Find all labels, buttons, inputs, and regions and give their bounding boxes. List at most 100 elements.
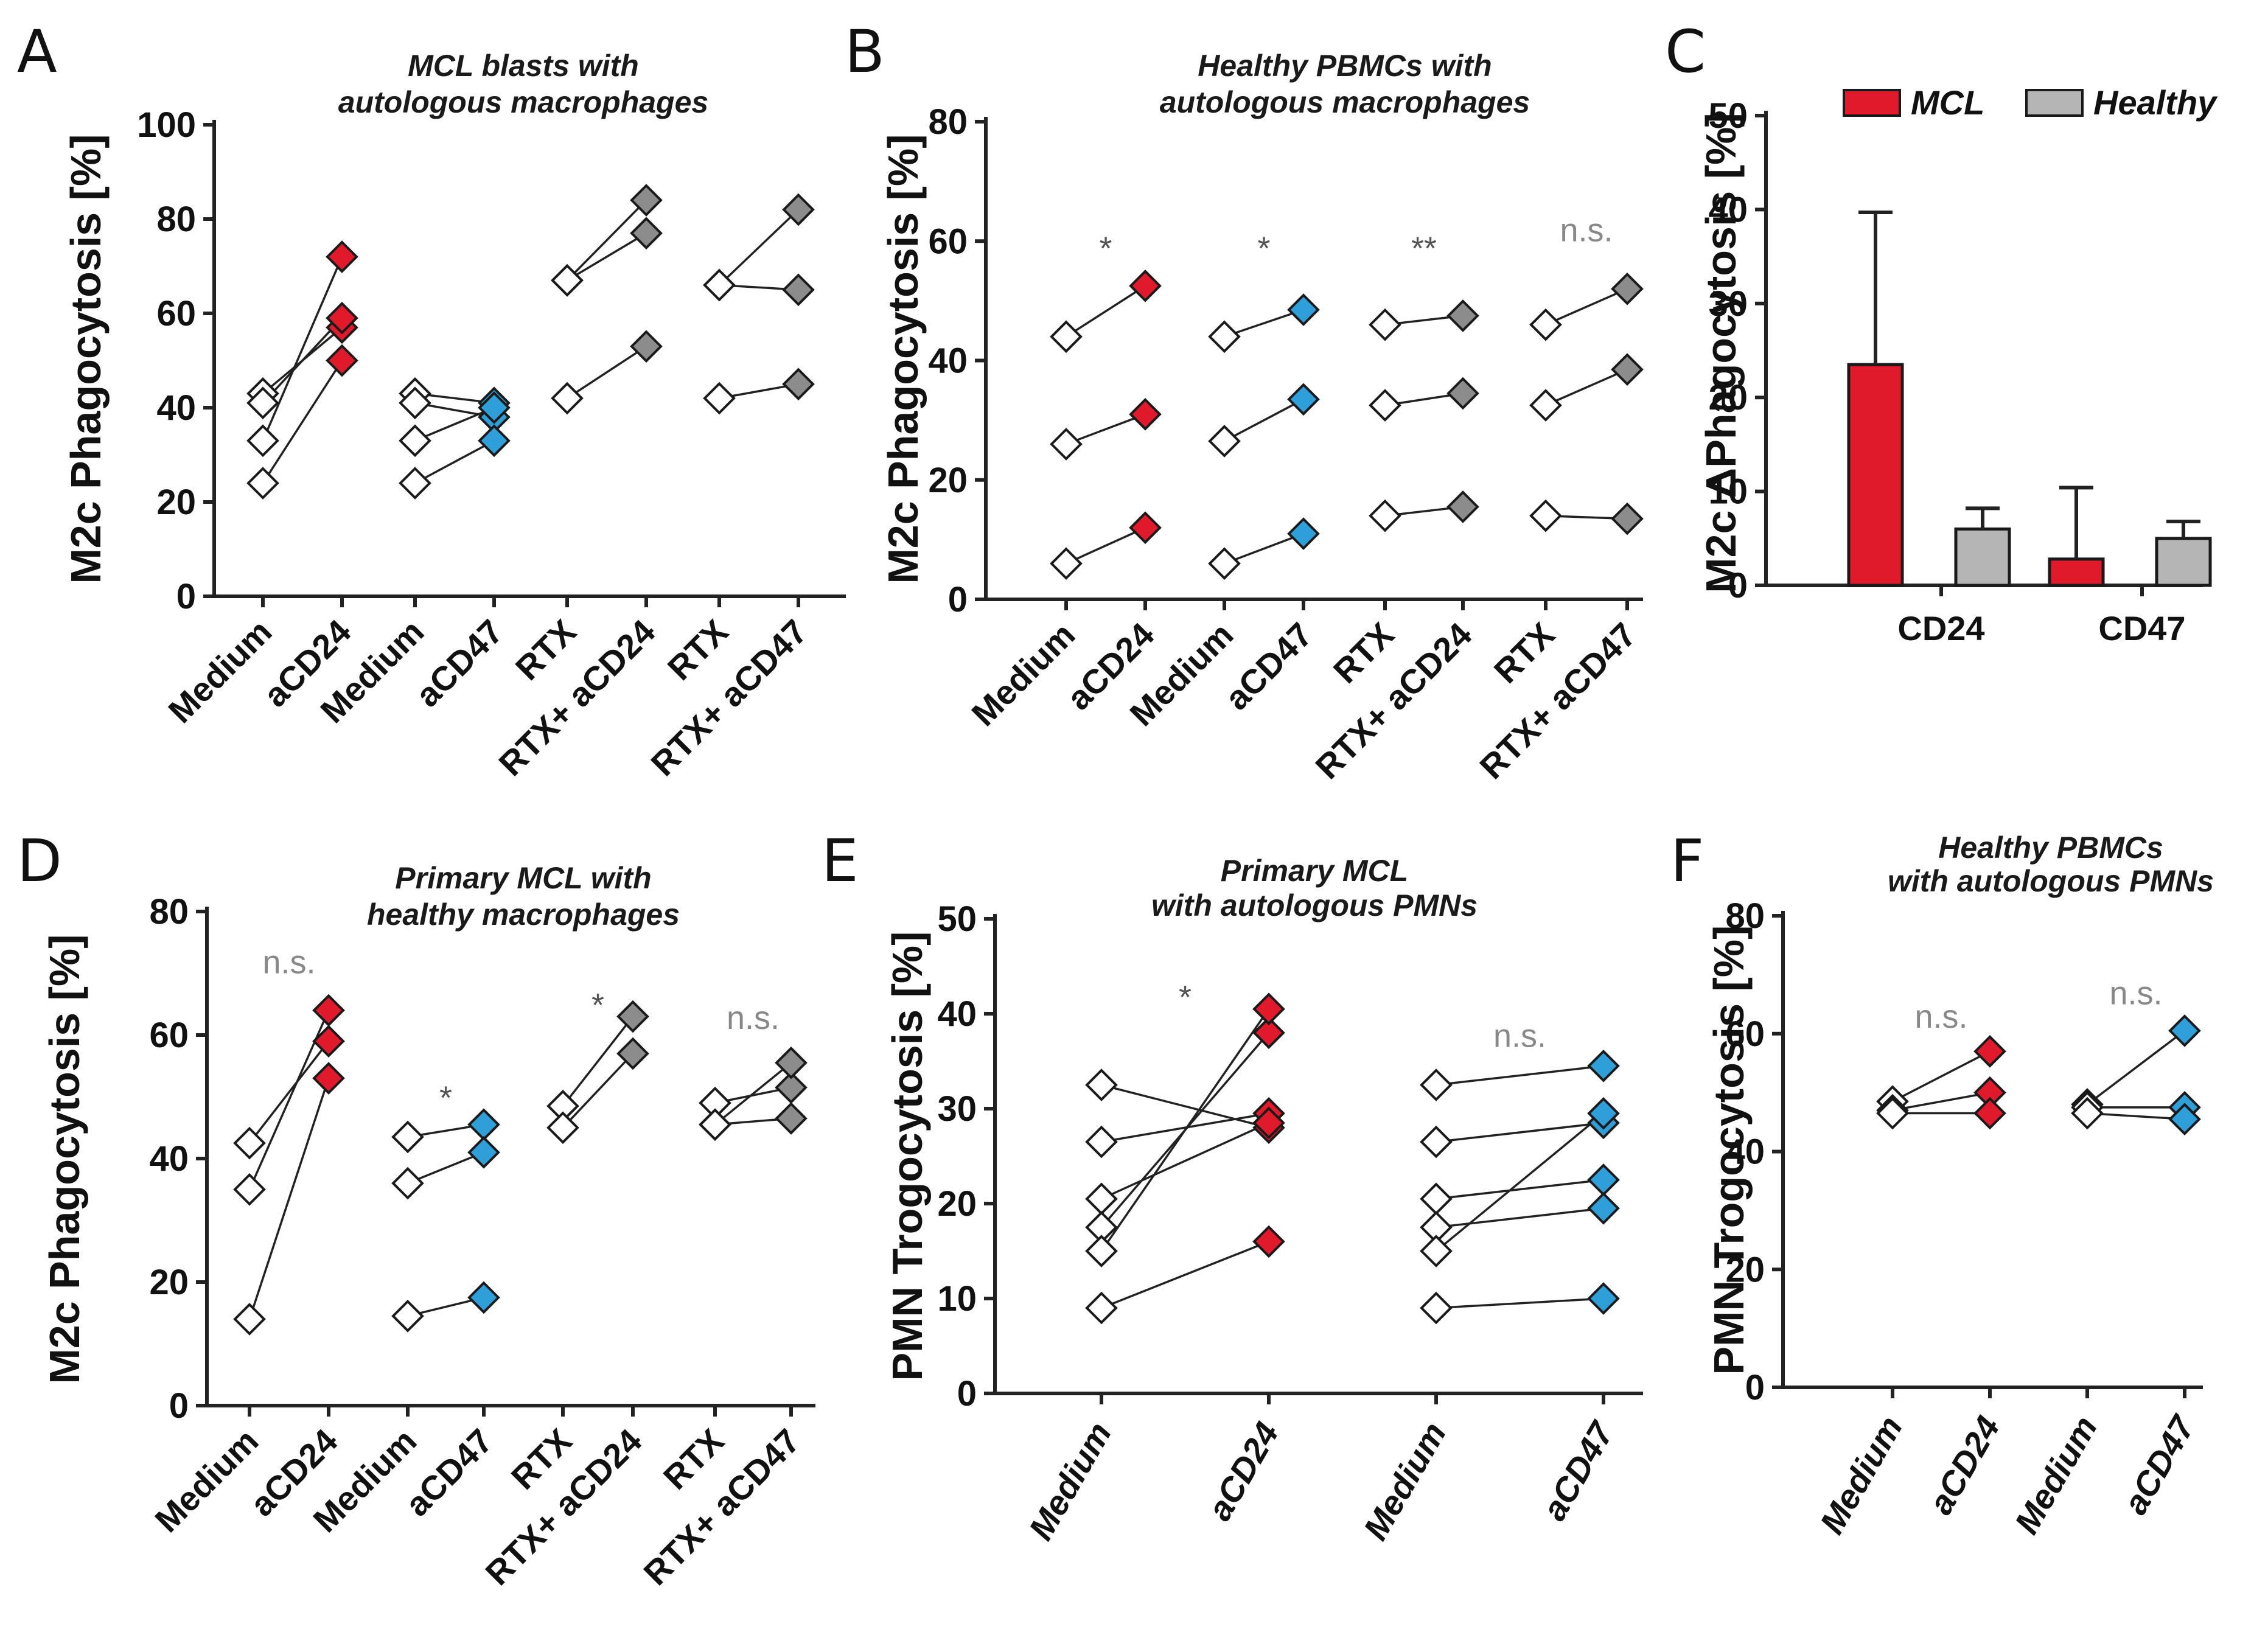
pair-connector [248,1078,330,1320]
baseline-point [1208,547,1241,580]
significance-label: n.s. [1914,999,1967,1035]
baseline-point [1369,499,1401,532]
treated-point [312,1062,345,1095]
panel-title-B: autologous macrophages [1160,85,1530,119]
y-axis-label-D: M2c Phagocytosis [%] [41,934,88,1384]
pair-connector [567,345,647,399]
bar-mcl-cd24 [1847,363,1904,587]
treated-point [1287,383,1320,416]
baseline-point [1085,1291,1118,1325]
treated-point [630,217,663,250]
y-tick-label-B: 0 [948,580,968,619]
treated-point [630,184,663,217]
pair-connector [1101,1240,1269,1309]
pair-connector [1435,1112,1605,1252]
treated-point [326,344,358,377]
treated-point [312,1025,345,1058]
significance-label: * [1179,979,1192,1016]
baseline-point [391,1299,424,1333]
pair-connector [1101,1084,1269,1129]
pair-connector [262,317,343,404]
pair-connector [407,1151,484,1185]
significance-label: n.s. [727,1000,780,1036]
significance-label: n.s. [1560,212,1613,248]
y-tick-label-F: 20 [1725,1250,1765,1289]
pair-connector [1892,1091,1991,1112]
pair-connector [1066,413,1146,445]
y-tick-label-E: 20 [937,1184,977,1224]
panel-title-F: with autologous PMNs [1888,864,2214,898]
y-tick-label-D: 20 [149,1263,189,1302]
pair-connector [1066,526,1146,565]
significance-label: n.s. [2109,975,2162,1011]
y-tick-label-E: 10 [937,1279,977,1319]
y-tick-label-A: 20 [156,483,196,522]
y-tick-label-B: 40 [928,341,968,381]
baseline-point [391,1120,424,1154]
panel-title-D: healthy macrophages [367,898,680,932]
treated-point [1252,1016,1285,1050]
pair-connector [566,199,647,281]
baseline-point [1085,1069,1118,1101]
category-label-cd24: CD24 [1897,609,1984,647]
panel-label-F: F [1670,827,1704,895]
y-tick-label-B: 80 [928,102,968,142]
pair-connector [718,209,800,286]
baseline-point [233,1303,266,1336]
y-tick-label-B: 20 [928,461,968,500]
y-axis-label-A: M2c Phagocytosis [%] [62,134,110,584]
y-tick-label-C: 40 [1708,190,1748,229]
pair-connector [1224,398,1304,442]
baseline-point [1050,428,1083,461]
panel-title-F: Healthy PBMCs [1938,831,2163,865]
pair-connector [1436,1121,1604,1143]
baseline-point [246,467,279,500]
treated-point [1587,1096,1620,1130]
baseline-point [399,386,431,420]
baseline-point [399,424,431,458]
pair-connector [1100,1008,1270,1252]
treated-point [1129,397,1162,431]
baseline-point [1420,1235,1453,1267]
pair-connector [414,406,495,442]
baseline-point [233,1126,266,1160]
pair-connector [262,256,343,441]
pair-connector [1436,1207,1604,1229]
y-tick-label-A: 60 [156,294,196,333]
pair-connector [1436,1065,1604,1086]
legend-label-healthy: Healthy [2093,83,2218,122]
panel-C: CD24 CD47 MCL Healthy [1766,83,2218,647]
legend-swatch-healthy [2025,89,2084,117]
y-tick-label-A: 80 [156,200,196,239]
treated-point [2168,1014,2201,1047]
legend-swatch-mcl [1843,89,1901,117]
pair-connector [1892,1050,1991,1103]
pair-connector [1101,1112,1269,1143]
baseline-point [246,386,279,420]
treated-point [467,1281,500,1314]
y-tick-label-D: 80 [149,892,189,932]
treated-point [2168,1103,2201,1136]
y-tick-label-E: 30 [937,1089,977,1129]
baseline-point [1208,425,1241,458]
baseline-point [1529,389,1562,422]
baseline-point [1529,308,1562,341]
y-tick-label-B: 60 [928,221,968,261]
treated-point [326,301,358,335]
pair-connector [1436,1179,1604,1200]
y-tick-label-F: 80 [1725,896,1765,936]
baseline-point [2071,1096,2104,1130]
baseline-point [1876,1096,1909,1130]
significance-label: n.s. [262,944,315,981]
treated-point [616,1037,649,1070]
y-tick-label-E: 40 [937,994,977,1034]
treated-point [1587,1282,1620,1315]
y-tick-label-A: 40 [156,388,196,428]
pair-connector [2087,1112,2185,1120]
pair-connector [248,1041,330,1144]
legend-label-mcl: MCL [1911,83,1984,122]
significance-label: ** [1411,230,1437,267]
significance-label: n.s. [1493,1018,1546,1055]
baseline-point [246,424,279,458]
